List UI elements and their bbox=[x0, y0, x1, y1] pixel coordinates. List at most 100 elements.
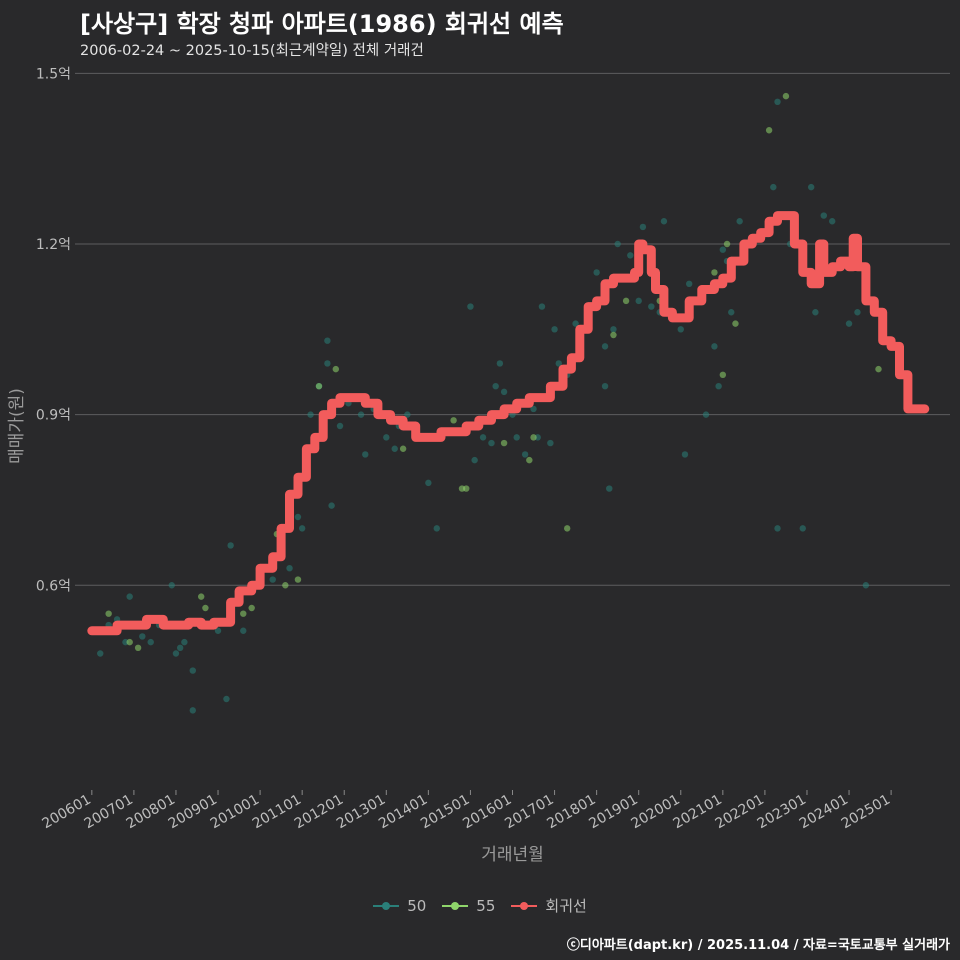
scatter-point-50 bbox=[223, 695, 230, 703]
scatter-point-50 bbox=[660, 218, 668, 225]
scatter-point-50 bbox=[298, 525, 306, 532]
scatter-point-50 bbox=[336, 422, 344, 430]
scatter-point-55 bbox=[463, 485, 470, 492]
scatter-point-50 bbox=[538, 303, 546, 310]
scatter-point-55 bbox=[332, 365, 340, 373]
scatter-point-50 bbox=[551, 326, 558, 333]
scatter-point-55 bbox=[282, 582, 289, 589]
scatter-point-55 bbox=[875, 365, 882, 373]
scatter-point-50 bbox=[530, 405, 537, 413]
x-tick-label: 202501 bbox=[839, 792, 893, 833]
scatter-point-55 bbox=[782, 92, 790, 100]
scatter-point-50 bbox=[286, 564, 293, 572]
scatter-point-55 bbox=[315, 382, 323, 390]
scatter-point-50 bbox=[728, 309, 735, 316]
legend-item-regression[interactable]: 회귀선 bbox=[511, 895, 587, 916]
scatter-point-55 bbox=[134, 644, 142, 652]
scatter-point-50 bbox=[97, 650, 104, 657]
scatter-point-50 bbox=[189, 667, 196, 674]
scatter-point-50 bbox=[467, 303, 474, 310]
scatter-point-55 bbox=[450, 417, 457, 424]
legend-label: 50 bbox=[407, 896, 427, 915]
scatter-point-50 bbox=[240, 627, 247, 634]
scatter-point-50 bbox=[479, 434, 487, 441]
scatter-point-50 bbox=[181, 638, 188, 646]
chart-subtitle: 2006-02-24 ~ 2025-10-15(최근계약일) 전체 거래건 bbox=[80, 43, 424, 59]
scatter-point-50 bbox=[774, 525, 781, 532]
scatter-point-50 bbox=[269, 576, 276, 583]
scatter-point-50 bbox=[715, 382, 722, 390]
scatter-point-55 bbox=[105, 610, 112, 617]
scatter-point-50 bbox=[172, 650, 180, 657]
legend-label: 55 bbox=[476, 896, 496, 915]
scatter-point-50 bbox=[807, 183, 815, 191]
scatter-point-50 bbox=[168, 582, 175, 589]
regression-line bbox=[87, 211, 930, 636]
legend-label: 회귀선 bbox=[545, 897, 587, 915]
x-axis-title: 거래년월 bbox=[481, 845, 544, 865]
scatter-point-55 bbox=[399, 445, 407, 452]
scatter-point-50 bbox=[189, 707, 196, 714]
scatter-point-50 bbox=[214, 627, 222, 634]
scatter-point-50 bbox=[425, 479, 432, 487]
scatter-point-55 bbox=[530, 434, 537, 441]
chart-title: [사상구] 학장 청파 아파트(1986) 회귀선 예측 bbox=[80, 10, 564, 38]
scatter-point-50 bbox=[383, 434, 390, 441]
scatter-point-55 bbox=[622, 297, 630, 305]
scatter-point-50 bbox=[812, 309, 819, 316]
y-tick-label: 1.2억 bbox=[36, 237, 71, 253]
scatter-point-50 bbox=[845, 320, 853, 327]
scatter-point-50 bbox=[488, 439, 495, 447]
scatter-point-50 bbox=[555, 360, 562, 367]
scatter-point-55 bbox=[198, 593, 205, 600]
scatter-point-50 bbox=[627, 252, 634, 259]
scatter-point-50 bbox=[324, 337, 331, 344]
scatter-point-50 bbox=[471, 456, 478, 464]
scatter-point-50 bbox=[606, 485, 613, 492]
scatter-point-50 bbox=[774, 98, 781, 106]
scatter-point-50 bbox=[593, 269, 600, 276]
scatter-point-50 bbox=[736, 218, 743, 225]
scatter-point-50 bbox=[513, 434, 520, 441]
y-tick-label: 0.9억 bbox=[36, 408, 71, 424]
legend: 50 55 회귀선 bbox=[0, 895, 960, 916]
y-axis-title: 매매가(원) bbox=[7, 388, 27, 464]
source-footer: ⓒ디아파트(dapt.kr) / 2025.11.04 / 자료=국토교통부 실… bbox=[566, 938, 950, 953]
scatter-point-50 bbox=[147, 638, 154, 646]
scatter-point-50 bbox=[126, 593, 133, 600]
scatter-point-55 bbox=[732, 320, 739, 327]
scatter-point-50 bbox=[854, 309, 861, 316]
scatter-point-50 bbox=[294, 513, 302, 521]
scatter-point-50 bbox=[635, 297, 642, 305]
scatter-point-50 bbox=[648, 303, 655, 310]
legend-key-icon bbox=[373, 900, 400, 912]
scatter-point-50 bbox=[677, 326, 684, 333]
scatter-point-50 bbox=[139, 633, 146, 640]
scatter-point-55 bbox=[563, 525, 571, 532]
y-tick-label: 0.6억 bbox=[36, 578, 71, 594]
scatter-point-50 bbox=[572, 320, 579, 327]
scatter-point-50 bbox=[362, 451, 369, 458]
scatter-point-55 bbox=[765, 127, 773, 134]
legend-item-50[interactable]: 50 bbox=[373, 895, 426, 916]
scatter-point-55 bbox=[294, 576, 302, 583]
scatter-point-50 bbox=[719, 246, 727, 253]
scatter-point-50 bbox=[357, 411, 365, 418]
scatter-point-50 bbox=[601, 343, 609, 350]
legend-key-icon bbox=[511, 900, 538, 912]
legend-item-55[interactable]: 55 bbox=[442, 895, 495, 916]
scatter-point-50 bbox=[610, 326, 617, 333]
scatter-point-50 bbox=[433, 525, 440, 532]
scatter-point-50 bbox=[500, 388, 508, 396]
scatter-point-50 bbox=[547, 439, 554, 447]
scatter-point-50 bbox=[702, 411, 710, 418]
scatter-point-50 bbox=[639, 223, 647, 231]
scatter-point-55 bbox=[723, 240, 731, 248]
scatter-point-50 bbox=[681, 451, 689, 458]
scatter-point-50 bbox=[820, 212, 827, 219]
scatter-point-50 bbox=[324, 360, 331, 367]
scatter-point-50 bbox=[614, 240, 621, 248]
scatter-point-50 bbox=[307, 411, 314, 418]
legend-key-icon bbox=[442, 900, 469, 912]
